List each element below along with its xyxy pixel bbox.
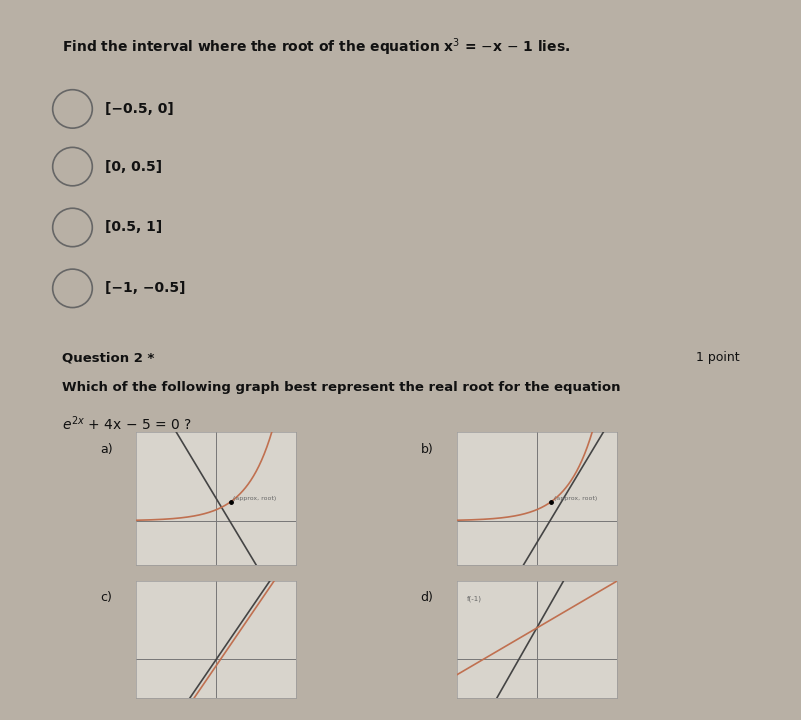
Text: 1 point: 1 point	[696, 351, 739, 364]
Text: a): a)	[100, 443, 113, 456]
Text: [−1, −0.5]: [−1, −0.5]	[105, 282, 185, 295]
Text: Find the interval where the root of the equation x$^3$ = $-$x $-$ 1 lies.: Find the interval where the root of the …	[62, 37, 570, 58]
Text: [−0.5, 0]: [−0.5, 0]	[105, 102, 174, 116]
Text: [0, 0.5]: [0, 0.5]	[105, 160, 162, 174]
Text: d): d)	[421, 590, 433, 603]
Text: $e^{2x}$ + 4x $-$ 5 = 0 ?: $e^{2x}$ + 4x $-$ 5 = 0 ?	[62, 414, 192, 433]
Text: (approx, root): (approx, root)	[553, 495, 597, 500]
Text: b): b)	[421, 443, 433, 456]
Text: (approx, root): (approx, root)	[233, 495, 276, 500]
Text: c): c)	[100, 590, 112, 603]
Text: [0.5, 1]: [0.5, 1]	[105, 220, 162, 235]
Text: Question 2 *: Question 2 *	[62, 351, 154, 364]
Text: f(-1): f(-1)	[467, 595, 482, 602]
Text: Which of the following graph best represent the real root for the equation: Which of the following graph best repres…	[62, 381, 620, 394]
